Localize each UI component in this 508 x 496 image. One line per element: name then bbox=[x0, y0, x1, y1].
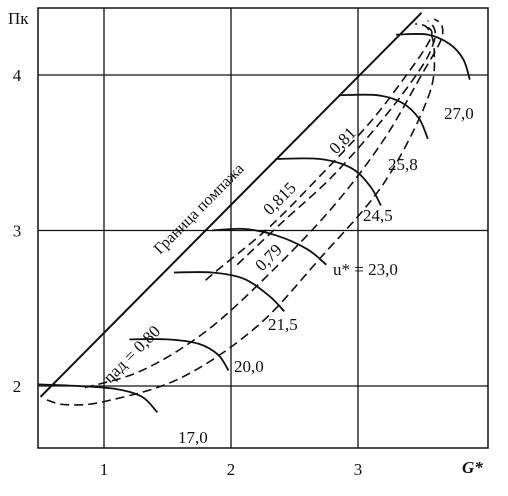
speed-line bbox=[211, 227, 327, 266]
labels-layer: 17,0 20,0 21,5 u* = 23,0 24,5 25,8 27,0 Граница… bbox=[99, 104, 473, 447]
y-tick-label: 2 bbox=[13, 377, 22, 396]
x-tick-label: 2 bbox=[227, 460, 236, 479]
x-axis-title: G* bbox=[462, 458, 483, 477]
grid-layer bbox=[37, 7, 489, 449]
efficiency-label: 0,79 bbox=[251, 240, 285, 274]
efficiency-line bbox=[205, 24, 433, 281]
speed-line bbox=[338, 93, 429, 140]
surge-boundary-label: Граница помпажа bbox=[151, 160, 248, 257]
y-tick-label: 3 bbox=[13, 222, 22, 241]
surge-line bbox=[39, 12, 423, 398]
speed-lines-layer bbox=[37, 32, 471, 414]
plot-frame bbox=[37, 7, 489, 449]
speed-line bbox=[275, 157, 382, 207]
efficiency-label: ηад = 0,80 bbox=[99, 322, 164, 387]
x-tick-label: 3 bbox=[354, 460, 363, 479]
speed-line bbox=[129, 338, 230, 371]
speed-line bbox=[37, 383, 158, 414]
speed-line-label: 20,0 bbox=[234, 357, 264, 376]
y-axis-title: Пк bbox=[8, 9, 29, 28]
efficiency-line bbox=[84, 18, 444, 389]
y-tick-label: 4 bbox=[13, 66, 22, 85]
speed-line bbox=[173, 271, 285, 313]
efficiency-line bbox=[236, 20, 437, 266]
surge-line-layer bbox=[39, 12, 423, 398]
speed-line-label: 21,5 bbox=[268, 315, 298, 334]
speed-line-label: 24,5 bbox=[363, 206, 393, 225]
ticks-layer: 1 2 3 2 3 4 bbox=[13, 66, 363, 479]
speed-line-label: 25,8 bbox=[388, 155, 418, 174]
speed-line-label: u* = 23,0 bbox=[333, 260, 398, 279]
speed-line-label: 17,0 bbox=[178, 428, 208, 447]
speed-line bbox=[396, 32, 471, 80]
x-tick-label: 1 bbox=[100, 460, 109, 479]
speed-line-label: 27,0 bbox=[444, 104, 474, 123]
